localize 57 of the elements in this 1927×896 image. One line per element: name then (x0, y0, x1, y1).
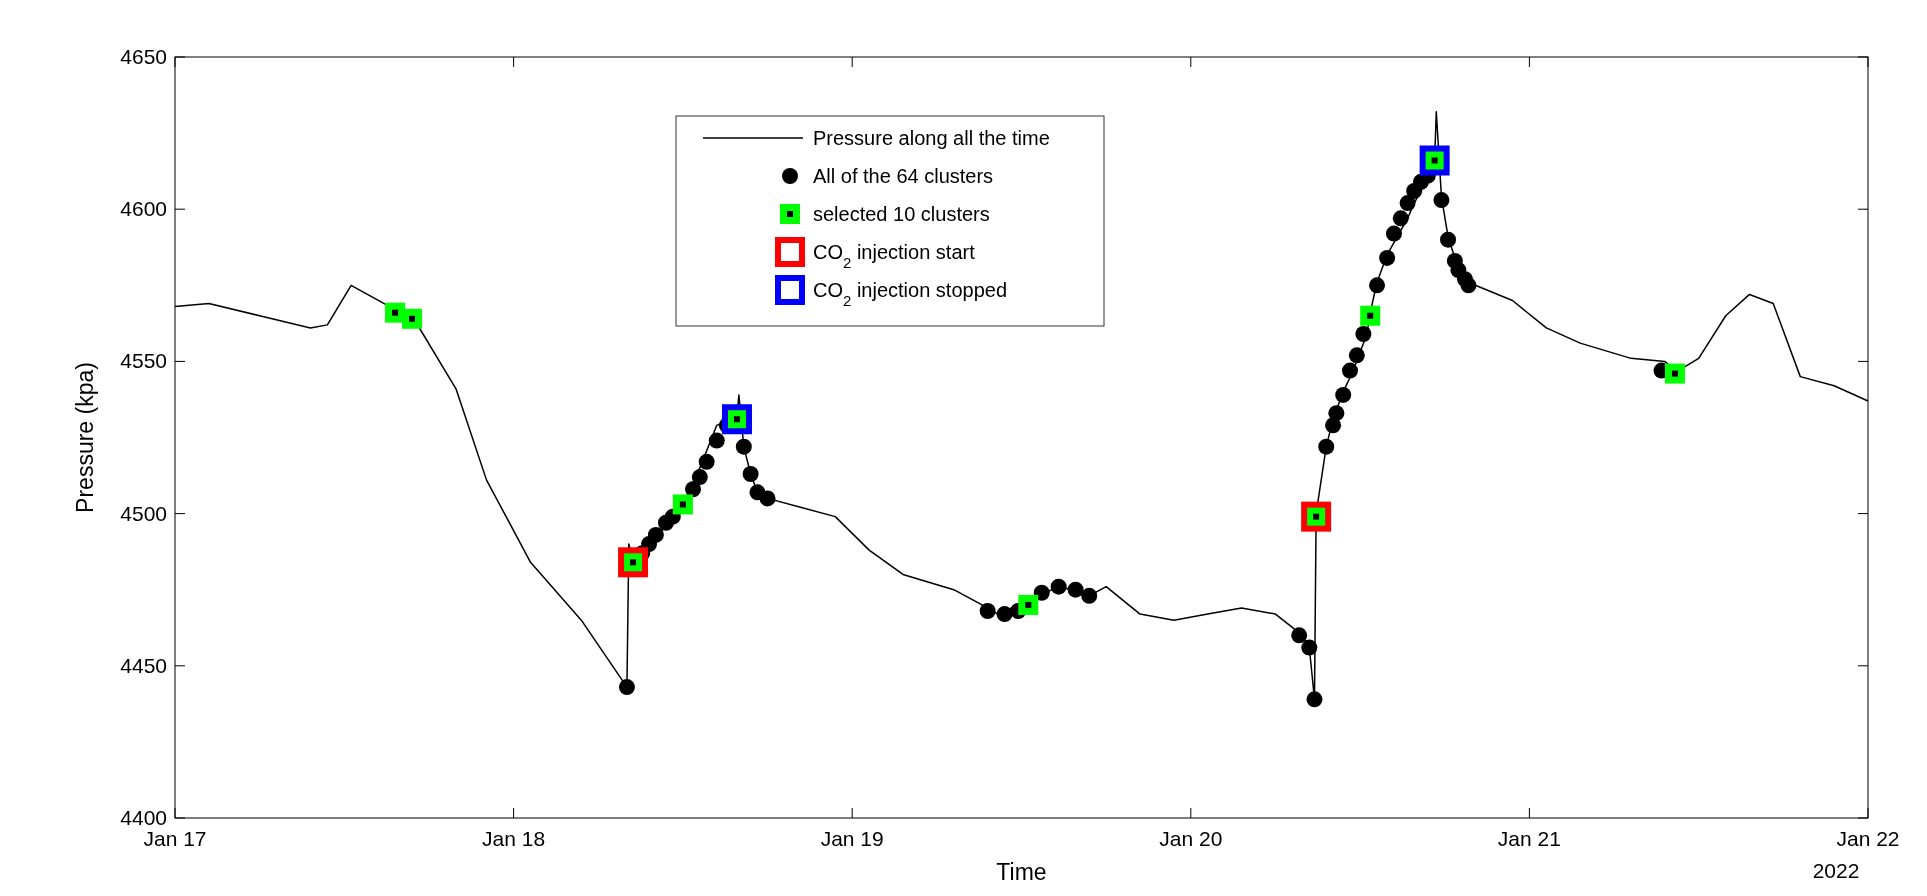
text: 2022 (1812, 859, 1860, 882)
point (759, 490, 776, 507)
point (979, 603, 996, 620)
point (1050, 578, 1067, 595)
point (1460, 277, 1477, 294)
x-tick-label: Jan 18 (482, 827, 546, 850)
y-tick-label: 4400 (120, 806, 167, 829)
point (385, 302, 406, 323)
x-tick-label: Jan 20 (1159, 827, 1223, 850)
x-tick-label: Jan 19 (820, 827, 884, 850)
x-tick-label: Jan 17 (143, 827, 207, 850)
legend-label: All of the 64 clusters (813, 165, 994, 187)
point (1433, 192, 1450, 209)
point (1440, 231, 1457, 248)
point (1081, 587, 1098, 604)
point (1341, 362, 1358, 379)
point (691, 469, 708, 486)
y-tick-label: 4600 (120, 197, 167, 221)
point (735, 438, 752, 455)
y-tick-label: 4450 (120, 653, 167, 677)
point (1355, 326, 1372, 342)
point (647, 526, 664, 543)
point (1301, 639, 1318, 656)
point (402, 308, 423, 329)
legend-label: selected 10 clusters (813, 203, 990, 225)
point (1067, 581, 1084, 598)
point (1664, 363, 1685, 384)
point (1360, 305, 1381, 326)
y-axis-title: Pressure (kpa) (72, 362, 98, 513)
point (1318, 438, 1335, 455)
point (742, 466, 759, 483)
x-tick-label: Jan 22 (1836, 827, 1900, 850)
point (1392, 210, 1409, 227)
y-tick-label: 4650 (120, 45, 167, 68)
point (1369, 277, 1386, 294)
point (1379, 249, 1396, 266)
point (1328, 405, 1345, 422)
x-axis-title: Time (996, 859, 1047, 885)
point (996, 606, 1013, 623)
y-tick-label: 4500 (120, 501, 167, 525)
point (1306, 691, 1323, 708)
legend-label: CO$_{2}$ injection stopped (813, 279, 1008, 309)
x-tick-label: Jan 21 (1497, 827, 1561, 850)
point (1348, 347, 1365, 364)
legend-label: CO$_{2}$ injection start (813, 241, 976, 271)
y-tick-label: 4550 (120, 349, 167, 373)
point (698, 453, 715, 470)
legend-label: Pressure along all the time (813, 127, 1050, 149)
point (672, 494, 693, 515)
point (1399, 195, 1416, 212)
point (1385, 225, 1402, 242)
point (1335, 386, 1352, 403)
point (1291, 627, 1308, 644)
point (1018, 594, 1039, 615)
point (708, 432, 725, 449)
point (618, 679, 635, 696)
point (1033, 584, 1050, 601)
